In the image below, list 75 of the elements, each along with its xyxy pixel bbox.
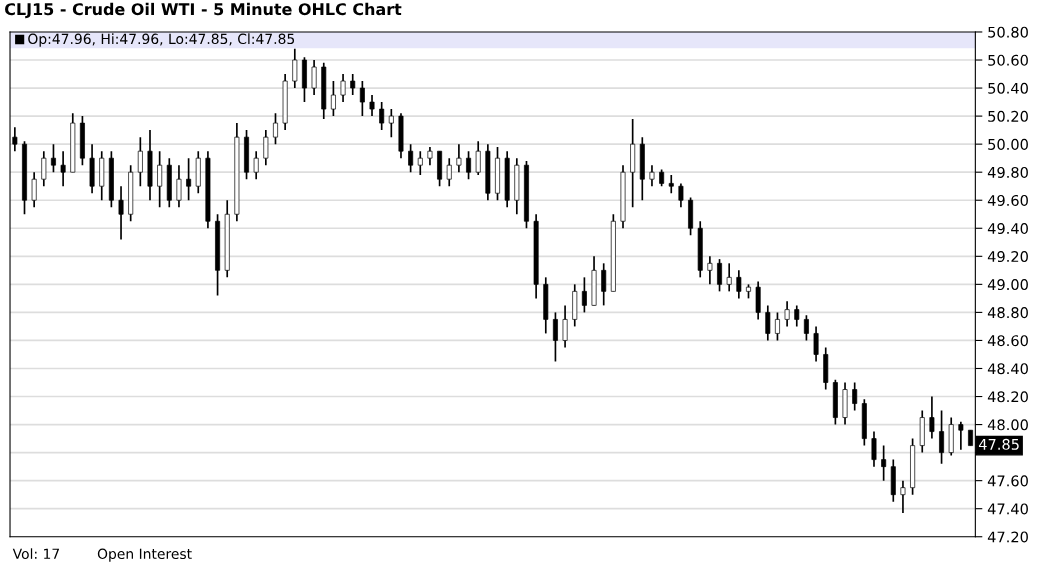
candlestick: [408, 143, 414, 174]
candlestick: [466, 150, 472, 181]
candlestick: [263, 129, 269, 167]
candlestick: [417, 150, 423, 176]
y-tick-label: 48.40: [987, 363, 1028, 375]
y-tick-label: 50.60: [988, 54, 1028, 66]
candlestick: [881, 444, 887, 482]
candlestick: [379, 101, 385, 131]
candlestick: [292, 47, 298, 89]
y-tick-label: 47.20: [987, 531, 1028, 543]
y-tick-label: 49.40: [987, 222, 1028, 235]
candlestick: [427, 146, 433, 167]
candlestick: [939, 409, 945, 465]
candlestick: [137, 136, 143, 188]
candlestick: [176, 164, 182, 209]
candlestick: [871, 430, 877, 468]
candlestick: [765, 304, 771, 342]
candlestick: [41, 150, 47, 188]
y-tick-label: 50.40: [988, 82, 1028, 94]
candlestick: [852, 381, 858, 412]
y-tick-label: 50.80: [988, 26, 1028, 38]
candlestick: [50, 143, 56, 174]
candlestick: [311, 59, 317, 96]
candlestick: [340, 73, 346, 103]
text: 47.85: [978, 438, 1019, 450]
candlestick: [186, 157, 192, 202]
y-tick-label: 49.00: [987, 279, 1028, 291]
candlestick: [369, 94, 375, 117]
y-tick-label: 50.20: [988, 110, 1028, 122]
y-tick-label: 50.00: [988, 138, 1028, 150]
candlestick: [601, 262, 607, 307]
candlestick: [118, 185, 124, 241]
candlestick: [388, 108, 394, 138]
candlestick: [446, 157, 452, 188]
candlestick: [273, 112, 278, 145]
y-tick-label: 47.60: [987, 475, 1028, 487]
y-tick-label: 47.40: [987, 503, 1028, 515]
candlestick: [649, 164, 655, 188]
candlestick: [794, 304, 800, 328]
candlestick: [803, 314, 809, 342]
candlestick: [736, 269, 742, 300]
y-tick-label: 48.20: [987, 391, 1028, 403]
candlestick: [900, 479, 906, 514]
text: Open Interest: [97, 548, 192, 562]
candlestick: [330, 80, 336, 117]
y-tick-label: 49.80: [987, 166, 1028, 178]
candlestick: [562, 304, 568, 349]
candlestick: [552, 311, 558, 363]
y-tick-label: 48.00: [987, 419, 1028, 431]
candlestick: [31, 171, 37, 209]
annotation: Op:47.96, Hi:47.96, Lo:47.85, Cl:47.85: [28, 33, 295, 47]
candlestick: [678, 182, 684, 209]
candlestick: [475, 140, 481, 176]
text: Vol: 17: [12, 548, 60, 560]
candlestick: [813, 325, 819, 363]
candlestick: [157, 150, 163, 209]
chart-title: CLJ15 - Crude Oil WTI - 5 Minute OHLC Chart: [5, 2, 402, 19]
candlestick: [350, 73, 356, 96]
candlestick: [707, 255, 713, 286]
candlestick: [359, 80, 365, 117]
candlestick: [60, 150, 66, 188]
y-tick-label: 48.80: [987, 307, 1028, 319]
candlestick: [253, 150, 259, 181]
y-tick-label: 49.20: [987, 251, 1028, 263]
candlestick: [717, 258, 723, 293]
candlestick: [456, 143, 462, 174]
y-tick-label: 48.60: [987, 335, 1028, 347]
candlestick: [784, 300, 790, 328]
candlestick: [774, 311, 780, 342]
y-tick-label: 49.60: [987, 194, 1028, 206]
candlestick: [668, 174, 674, 195]
candlestick: [958, 420, 964, 451]
candlestick: [726, 262, 732, 293]
candlestick: [929, 395, 935, 440]
candlestick: [581, 276, 587, 314]
